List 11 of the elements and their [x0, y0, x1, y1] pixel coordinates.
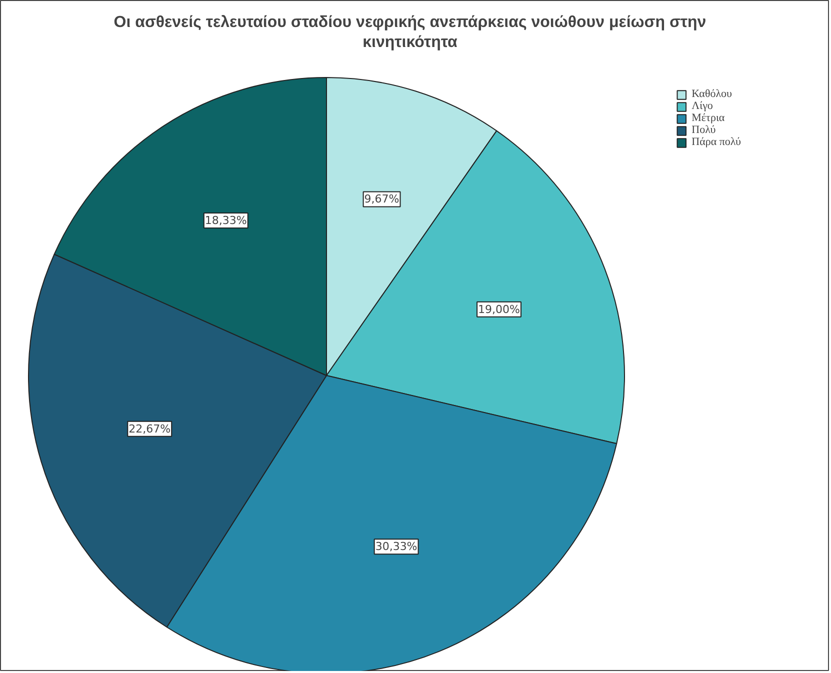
data-label: 19,00%: [478, 302, 520, 316]
legend-label: Λίγο: [692, 100, 713, 112]
data-label: 18,33%: [204, 214, 247, 228]
data-label: 30,33%: [375, 540, 418, 554]
chart-title: Οι ασθενείς τελευταίου σταδίου νεφρικής ανεπάρκειας νοιώθουν μείωση στην κινητικότητα: [114, 14, 706, 51]
data-label: 22,67%: [128, 422, 171, 436]
legend-label: Καθόλου: [692, 88, 732, 100]
legend-label: Πάρα πολύ: [692, 136, 741, 148]
legend-label: Μέτρια: [692, 112, 725, 124]
data-label: 9,67%: [364, 192, 400, 206]
legend-label: Πολύ: [692, 124, 716, 136]
